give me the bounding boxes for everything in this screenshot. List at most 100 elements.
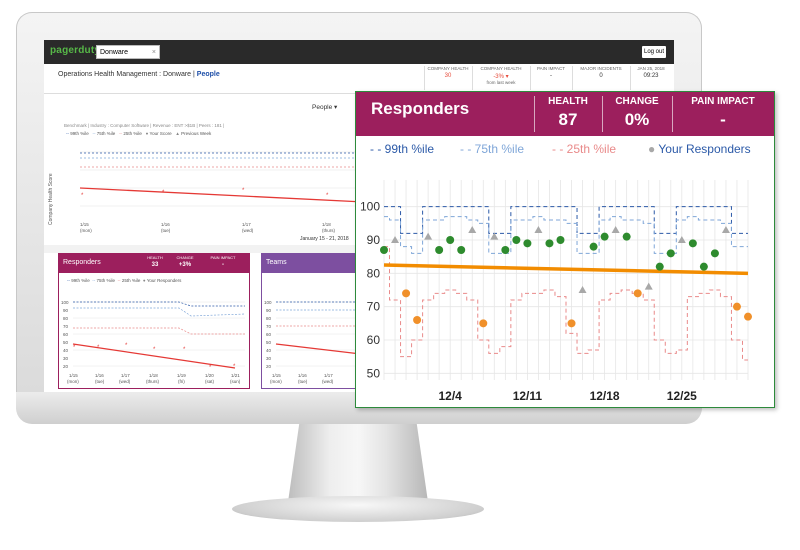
responder-point: [633, 289, 642, 298]
stat-major-incidents: MAJOR INCIDENTS 0: [572, 66, 629, 90]
x-ticks: 1/15(mon) 1/16(tue) 1/17(wed) 1/18(thurs…: [67, 373, 241, 384]
pagerduty-logo[interactable]: pagerduty: [50, 45, 101, 56]
xtick: (mon): [67, 379, 79, 384]
responder-point: [424, 232, 433, 240]
legend-marker: --: [117, 278, 122, 283]
legend-item: Your Responders: [146, 278, 182, 283]
responder-point: [446, 236, 455, 244]
score-point: *: [153, 347, 156, 353]
x-ticks: 12/4 12/11 12/18 12/25: [439, 389, 698, 403]
legend-marker: --: [66, 131, 71, 136]
score-point: *: [183, 347, 186, 353]
logout-button[interactable]: Log out: [642, 46, 666, 58]
responders-mini-chart: 100 90 80 70 60 50 40 30 20 * * * * * * * 1/15(mon)…: [61, 300, 246, 384]
legend-25th: - - 25th %ile: [552, 142, 616, 156]
y-ticks: 100 90 80 70 60 50 40 30 20: [264, 300, 272, 369]
responder-point: [600, 232, 609, 241]
ytick: 40: [266, 348, 272, 353]
responders-card[interactable]: Responders HEALTH 33 CHANGE +3% PAIN IMP…: [58, 253, 250, 389]
responder-point: [457, 246, 466, 254]
series-99th: [384, 206, 748, 234]
ytick: 100: [264, 300, 272, 305]
xtick: 12/4: [439, 389, 463, 403]
ytick: 80: [63, 316, 69, 321]
trend-line: [72, 343, 236, 369]
responder-point: [479, 319, 488, 328]
ytick: 60: [266, 332, 272, 337]
xtick: 1/18: [149, 373, 158, 378]
pain-impact-label: PAIN IMPACT: [691, 96, 755, 107]
score-points: * * * *: [81, 188, 329, 199]
people-dropdown[interactable]: People ▾: [312, 104, 338, 111]
responder-point: [589, 242, 598, 251]
y-ticks: 50 60 70 80 90 100: [360, 200, 380, 381]
page-title-active[interactable]: People: [196, 71, 220, 78]
change-label: CHANGE: [615, 96, 659, 107]
score-points: * * * * * * *: [73, 343, 236, 371]
legend-marker: ▲: [175, 131, 182, 136]
xtick: 1/16: [298, 373, 307, 378]
card-label: PAIN IMPACT: [210, 255, 236, 260]
stats-row: COMPANY HEALTH 30 COMPANY HEALTH -3% ▾ f…: [424, 66, 674, 92]
clear-icon[interactable]: ×: [151, 49, 156, 56]
legend-item: Your Responders: [658, 142, 751, 156]
score-point: *: [73, 345, 76, 351]
percentile-lines: [384, 206, 748, 361]
score-point: *: [81, 193, 84, 199]
top-navbar: pagerduty Donware × Log out: [44, 40, 674, 64]
responder-point: [512, 236, 521, 244]
stat-value: 09:23: [643, 73, 659, 79]
trend-line: [79, 187, 364, 203]
stat-pain-impact: PAIN IMPACT -: [530, 66, 571, 90]
ytick: 60: [367, 333, 381, 347]
legend-item: Previous Week: [181, 131, 212, 136]
stat-label: COMPANY HEALTH: [427, 66, 469, 71]
xtick: 1/20: [205, 373, 214, 378]
health-label: HEALTH: [548, 96, 588, 107]
ytick: 40: [63, 348, 69, 353]
x-ticks: 1/15(mon) 1/16(tue) 1/17(wed): [270, 373, 334, 384]
xtick: (wed): [322, 379, 334, 384]
ytick: 50: [367, 366, 381, 380]
responder-point: [611, 226, 620, 233]
xtick: (fri): [178, 379, 185, 384]
legend-marker: - -: [552, 142, 567, 156]
legend-item: 75th %ile: [474, 142, 525, 156]
legend-marker: --: [92, 278, 97, 283]
score-point: *: [209, 365, 212, 371]
ytick: 50: [63, 340, 69, 345]
trend-line: [383, 263, 749, 276]
date-range: January 15 - 21, 2018: [300, 236, 349, 242]
legend-item: 25th %ile: [121, 278, 141, 283]
responder-points: [380, 226, 752, 328]
responder-point: [534, 226, 543, 233]
responder-point: [744, 312, 752, 321]
score-point: *: [162, 190, 165, 196]
series-25: [73, 327, 245, 335]
ytick: 90: [63, 308, 69, 313]
responder-point: [622, 232, 631, 241]
responder-point: [545, 239, 554, 248]
legend-item: 99th %ile: [384, 142, 435, 156]
org-search-input[interactable]: Donware ×: [96, 45, 160, 59]
monitor-stand: [288, 424, 428, 502]
ytick: 100: [360, 200, 380, 214]
responder-point: [523, 239, 532, 248]
score-point: *: [233, 364, 236, 370]
xtick: 1/15: [272, 373, 281, 378]
legend-75th: - - 75th %ile: [460, 142, 524, 156]
responder-point: [402, 289, 411, 298]
responder-point: [380, 246, 388, 254]
legend-marker: ●: [142, 278, 147, 283]
responder-point: [435, 246, 444, 254]
card-health: HEALTH 33: [141, 255, 169, 268]
card-value: +3%: [178, 262, 192, 268]
responder-point: [578, 286, 587, 293]
xtick: 12/25: [667, 389, 697, 403]
responders-zoom-panel[interactable]: Responders HEALTH 87 CHANGE 0% PAIN IMPA…: [355, 91, 775, 408]
responder-point: [644, 282, 653, 290]
card-change: CHANGE +3%: [171, 255, 199, 268]
score-point: *: [326, 193, 329, 199]
benchmark-text: Benchmark | Industry : Computer Software…: [64, 123, 225, 128]
xtick: (thurs): [322, 228, 336, 233]
